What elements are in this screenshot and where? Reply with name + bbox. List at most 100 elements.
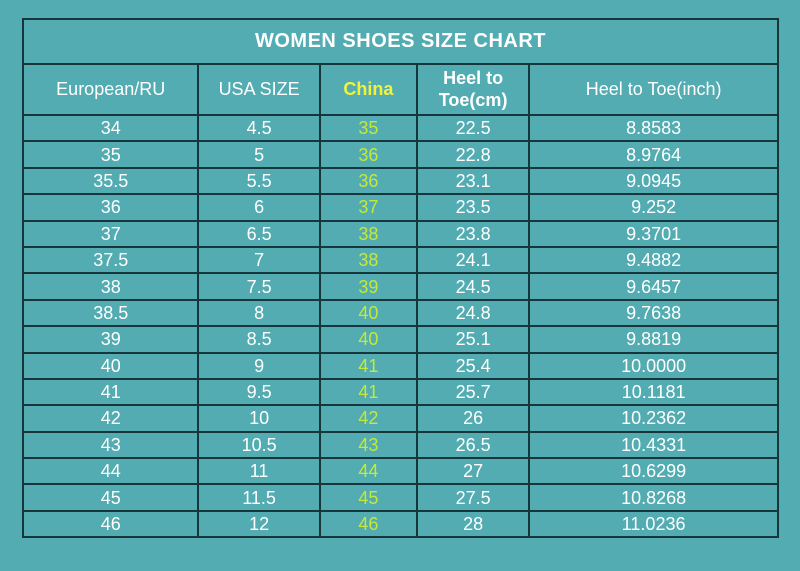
cell-china: 39 [318,272,418,301]
cell-usa: 9 [197,351,321,380]
cell-inch: 9.4882 [528,245,779,275]
cell-china: 46 [318,509,418,539]
cell-inch: 9.3701 [528,219,779,248]
table-row: 38 7.5 39 24.5 9.6457 [21,272,779,301]
cell-usa: 6.5 [197,219,321,248]
table-row: 45 11.5 45 27.5 10.8268 [21,483,779,512]
cell-cm: 22.8 [415,140,531,169]
cell-eu: 38 [21,272,200,301]
cell-usa: 11.5 [197,483,321,512]
cell-china: 36 [318,140,418,169]
table-row: 35.5 5.5 36 23.1 9.0945 [21,166,779,196]
cell-china: 38 [318,245,418,275]
table-row: 37 6.5 38 23.8 9.3701 [21,219,779,248]
cell-cm: 27 [415,457,531,486]
size-chart-table: WOMEN SHOES SIZE CHART European/RU USA SI… [21,18,779,539]
cell-usa: 5 [197,140,321,169]
cell-china: 43 [318,430,418,460]
cell-eu: 39 [21,325,200,354]
cell-usa: 9.5 [197,377,321,407]
cell-inch: 10.1181 [528,377,779,407]
cell-cm: 23.1 [415,166,531,196]
cell-usa: 12 [197,509,321,539]
cell-inch: 9.252 [528,193,779,222]
cell-eu: 44 [21,457,200,486]
cell-usa: 10 [197,404,321,433]
cell-eu: 45 [21,483,200,512]
size-table-body: 34 4.5 35 22.5 8.8583 35 5 36 22.8 8.9764 35.5 5.5 3… [21,113,779,539]
cell-usa: 5.5 [197,166,321,196]
cell-cm: 23.5 [415,193,531,222]
header-cell-china: China [318,63,418,116]
table-row: 36 6 37 23.5 9.252 [21,193,779,222]
table-row: 40 9 41 25.4 10.0000 [21,351,779,380]
cell-cm: 25.7 [415,377,531,407]
cell-cm: 25.1 [415,325,531,354]
title-row: WOMEN SHOES SIZE CHART [22,18,779,65]
header-row: European/RU USA SIZE China Heel to Toe(cm) H… [21,63,779,116]
header-cell-eu: European/RU [21,63,200,116]
size-chart-container: WOMEN SHOES SIZE CHART European/RU USA SI… [21,18,779,539]
cell-eu: 37 [21,219,200,248]
cell-eu: 36 [21,193,200,222]
cell-cm: 25.4 [415,351,531,380]
cell-cm: 22.5 [415,113,531,143]
table-row: 42 10 42 26 10.2362 [21,404,779,433]
cell-inch: 9.7638 [528,298,779,328]
cell-eu: 42 [21,404,200,433]
cell-china: 35 [318,113,418,143]
table-row: 44 11 44 27 10.6299 [21,457,779,486]
cell-usa: 7.5 [197,272,321,301]
cell-china: 38 [318,219,418,248]
cell-eu: 35.5 [21,166,200,196]
cell-eu: 41 [21,377,200,407]
table-row: 41 9.5 41 25.7 10.1181 [21,377,779,407]
table-row: 37.5 7 38 24.1 9.4882 [21,245,779,275]
header-cell-cm: Heel to Toe(cm) [415,63,531,116]
cell-inch: 9.8819 [528,325,779,354]
cell-china: 41 [318,377,418,407]
cell-usa: 4.5 [197,113,321,143]
cell-china: 36 [318,166,418,196]
table-row: 39 8.5 40 25.1 9.8819 [21,325,779,354]
cell-usa: 8.5 [197,325,321,354]
cell-usa: 7 [197,245,321,275]
cell-usa: 11 [197,457,321,486]
cell-cm: 23.8 [415,219,531,248]
header-cell-inch: Heel to Toe(inch) [528,63,779,116]
table-row: 35 5 36 22.8 8.9764 [21,140,779,169]
cell-china: 44 [318,457,418,486]
cell-inch: 10.2362 [528,404,779,433]
cell-eu: 43 [21,430,200,460]
cell-inch: 8.8583 [528,113,779,143]
cell-inch: 11.0236 [528,509,779,539]
cell-inch: 10.8268 [528,483,779,512]
header-cell-usa: USA SIZE [197,63,321,116]
cell-usa: 10.5 [197,430,321,460]
cell-cm: 24.5 [415,272,531,301]
cell-cm: 28 [415,509,531,539]
cell-inch: 10.0000 [528,351,779,380]
cell-china: 40 [318,325,418,354]
cell-cm: 26 [415,404,531,433]
cell-china: 37 [318,193,418,222]
page-title: WOMEN SHOES SIZE CHART [22,18,779,65]
cell-inch: 9.0945 [528,166,779,196]
cell-eu: 35 [21,140,200,169]
table-row: 34 4.5 35 22.5 8.8583 [21,113,779,143]
cell-usa: 6 [197,193,321,222]
table-row: 43 10.5 43 26.5 10.4331 [21,430,779,460]
table-row: 46 12 46 28 11.0236 [21,509,779,539]
cell-china: 42 [318,404,418,433]
cell-cm: 26.5 [415,430,531,460]
cell-cm: 24.8 [415,298,531,328]
table-row: 38.5 8 40 24.8 9.7638 [21,298,779,328]
cell-china: 40 [318,298,418,328]
cell-inch: 10.6299 [528,457,779,486]
cell-eu: 40 [21,351,200,380]
cell-eu: 34 [21,113,200,143]
cell-inch: 10.4331 [528,430,779,460]
cell-china: 41 [318,351,418,380]
cell-cm: 27.5 [415,483,531,512]
cell-eu: 46 [21,509,200,539]
